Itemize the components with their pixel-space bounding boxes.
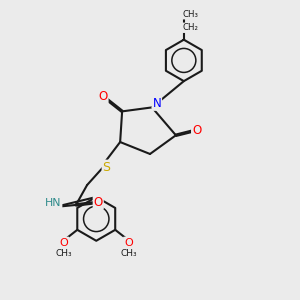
Text: CH₂: CH₂ — [183, 23, 199, 32]
Text: CH₃: CH₃ — [56, 249, 73, 258]
Text: O: O — [98, 90, 108, 103]
Text: O: O — [124, 238, 133, 248]
Text: O: O — [192, 124, 201, 137]
Text: N: N — [152, 97, 161, 110]
Text: O: O — [94, 196, 103, 209]
Text: HN: HN — [45, 198, 62, 208]
Text: S: S — [103, 160, 111, 174]
Text: O: O — [60, 238, 68, 248]
Text: CH₃: CH₃ — [120, 249, 137, 258]
Text: CH₃: CH₃ — [183, 10, 199, 19]
